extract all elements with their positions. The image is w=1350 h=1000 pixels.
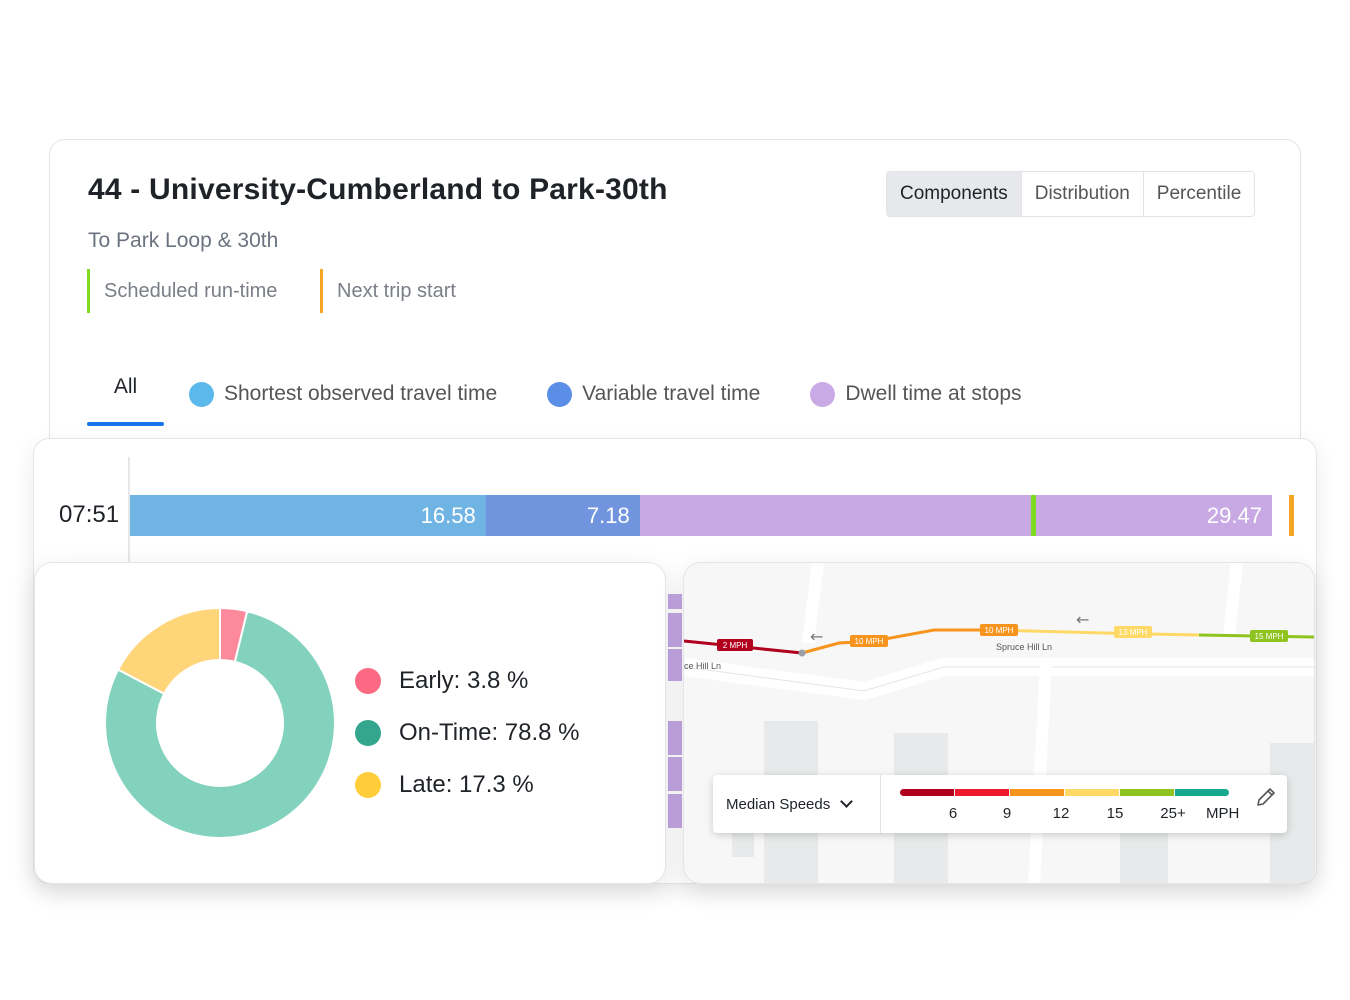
speed-tag-label: 15 MPH: [1255, 632, 1284, 641]
partial-bar: [668, 649, 682, 681]
axis-line: [128, 457, 130, 567]
median-speeds-dropdown[interactable]: Median Speeds: [713, 775, 881, 833]
direction-arrow-icon: ←: [810, 627, 823, 646]
scale-swatch: [955, 789, 1009, 796]
tab-all[interactable]: All: [87, 362, 164, 426]
component-tabs: All Shortest observed travel time Variab…: [87, 362, 1022, 426]
route-direction: To Park Loop & 30th: [88, 229, 279, 252]
scale-tick: 12: [1052, 805, 1070, 822]
partial-bar: [668, 613, 682, 647]
street: [1028, 662, 1052, 883]
otp-legend: Early: 3.8 % On-Time: 78.8 % Late: 17.3 …: [355, 655, 580, 811]
street: [1223, 563, 1243, 636]
next-trip-marker: [1289, 495, 1294, 536]
scale-tick: 25+: [1160, 805, 1186, 822]
street-name: ce Hill Ln: [684, 661, 721, 671]
scale-swatch: [1065, 789, 1119, 796]
scale-swatch: [1120, 789, 1174, 796]
view-toggle: Components Distribution Percentile: [886, 171, 1256, 217]
scale-unit: MPH: [1206, 805, 1240, 822]
scale-tick: 9: [1002, 805, 1012, 822]
speed-tag: [1250, 630, 1288, 642]
legend-label: Late: 17.3 %: [399, 771, 534, 798]
speed-tag: [980, 624, 1018, 636]
partial-bar: [668, 757, 682, 791]
speed-tag-label: 2 MPH: [723, 641, 748, 650]
partial-bar: [668, 594, 682, 609]
route-segment: [993, 628, 1200, 637]
shortest-travel-dot-icon: [189, 381, 214, 407]
legend-early: Early: 3.8 %: [355, 655, 580, 707]
partial-bar: [668, 721, 682, 755]
speed-tag: [1114, 626, 1152, 638]
tab-variable-travel-time[interactable]: Variable travel time: [547, 369, 760, 419]
scheduled-runtime-marker: [1031, 495, 1036, 536]
legend-scheduled-runtime: Scheduled run-time: [87, 269, 277, 313]
bar-segment-shortest[interactable]: 16.58: [130, 495, 486, 536]
scale-swatch: [1010, 789, 1064, 796]
partial-bar: [668, 794, 682, 828]
street-edge: [684, 666, 1314, 692]
on-time-dot-icon: [355, 720, 381, 746]
speed-map-card: ← ← 2 MPH 10 MPH 10 MPH 13 MPH 15 MPH Sp…: [683, 562, 1315, 884]
speed-tag-label: 10 MPH: [855, 637, 884, 646]
toggle-distribution[interactable]: Distribution: [1021, 172, 1144, 216]
legend-label: Early: 3.8 %: [399, 667, 529, 694]
street-name: Spruce Hill Ln: [996, 642, 1052, 652]
street: [684, 658, 1314, 701]
donut-slice-on-time[interactable]: [105, 610, 335, 838]
legend-on-time: On-Time: 78.8 %: [355, 707, 580, 759]
scale-tick: 6: [948, 805, 958, 822]
toggle-components[interactable]: Components: [887, 172, 1022, 216]
speed-tag: [850, 635, 888, 647]
tab-label: Shortest observed travel time: [224, 382, 498, 405]
page-title: 44 - University-Cumberland to Park-30th: [88, 173, 668, 206]
toggle-percentile[interactable]: Percentile: [1143, 172, 1255, 216]
direction-arrow-icon: ←: [1076, 610, 1089, 629]
scale-tick: 15: [1106, 805, 1124, 822]
speed-legend-panel: Median Speeds 6 9 12 15 25+ MPH: [713, 775, 1287, 833]
chevron-down-icon: [840, 795, 854, 808]
stop-marker[interactable]: [798, 649, 806, 657]
speed-color-scale: [900, 789, 1230, 796]
speed-tag: [717, 639, 753, 651]
trip-start-time: 07:51: [59, 501, 120, 528]
early-dot-icon: [355, 668, 381, 694]
variable-travel-dot-icon: [547, 381, 573, 407]
speed-tag-label: 13 MPH: [1119, 628, 1148, 637]
tab-dwell-time[interactable]: Dwell time at stops: [810, 369, 1022, 419]
tab-label: Dwell time at stops: [845, 382, 1022, 405]
map-canvas[interactable]: ← ← 2 MPH 10 MPH 10 MPH 13 MPH 15 MPH Sp…: [684, 563, 1315, 884]
late-dot-icon: [355, 772, 381, 798]
legend-late: Late: 17.3 %: [355, 759, 580, 811]
dropdown-label: Median Speeds: [726, 795, 831, 813]
scale-swatch: [1175, 789, 1229, 796]
speed-tag-label: 10 MPH: [985, 626, 1014, 635]
scale-swatch: [900, 789, 954, 796]
route-card: 44 - University-Cumberland to Park-30th …: [49, 139, 1301, 469]
bar-segment-variable[interactable]: 7.18: [485, 495, 640, 536]
legend-label: On-Time: 78.8 %: [399, 719, 580, 746]
bar-segment-dwell[interactable]: 29.47: [639, 495, 1272, 536]
tab-label: Variable travel time: [582, 382, 761, 405]
dwell-time-dot-icon: [810, 381, 836, 407]
pencil-icon[interactable]: [1254, 785, 1278, 809]
legend-next-trip-start: Next trip start: [320, 269, 456, 313]
route-segment: [801, 628, 994, 655]
street: [802, 563, 824, 644]
donut-slice-late[interactable]: [116, 608, 221, 696]
otp-donut-chart: [105, 608, 335, 838]
on-time-performance-card: Early: 3.8 % On-Time: 78.8 % Late: 17.3 …: [34, 562, 666, 884]
tab-shortest-travel-time[interactable]: Shortest observed travel time: [189, 369, 497, 419]
